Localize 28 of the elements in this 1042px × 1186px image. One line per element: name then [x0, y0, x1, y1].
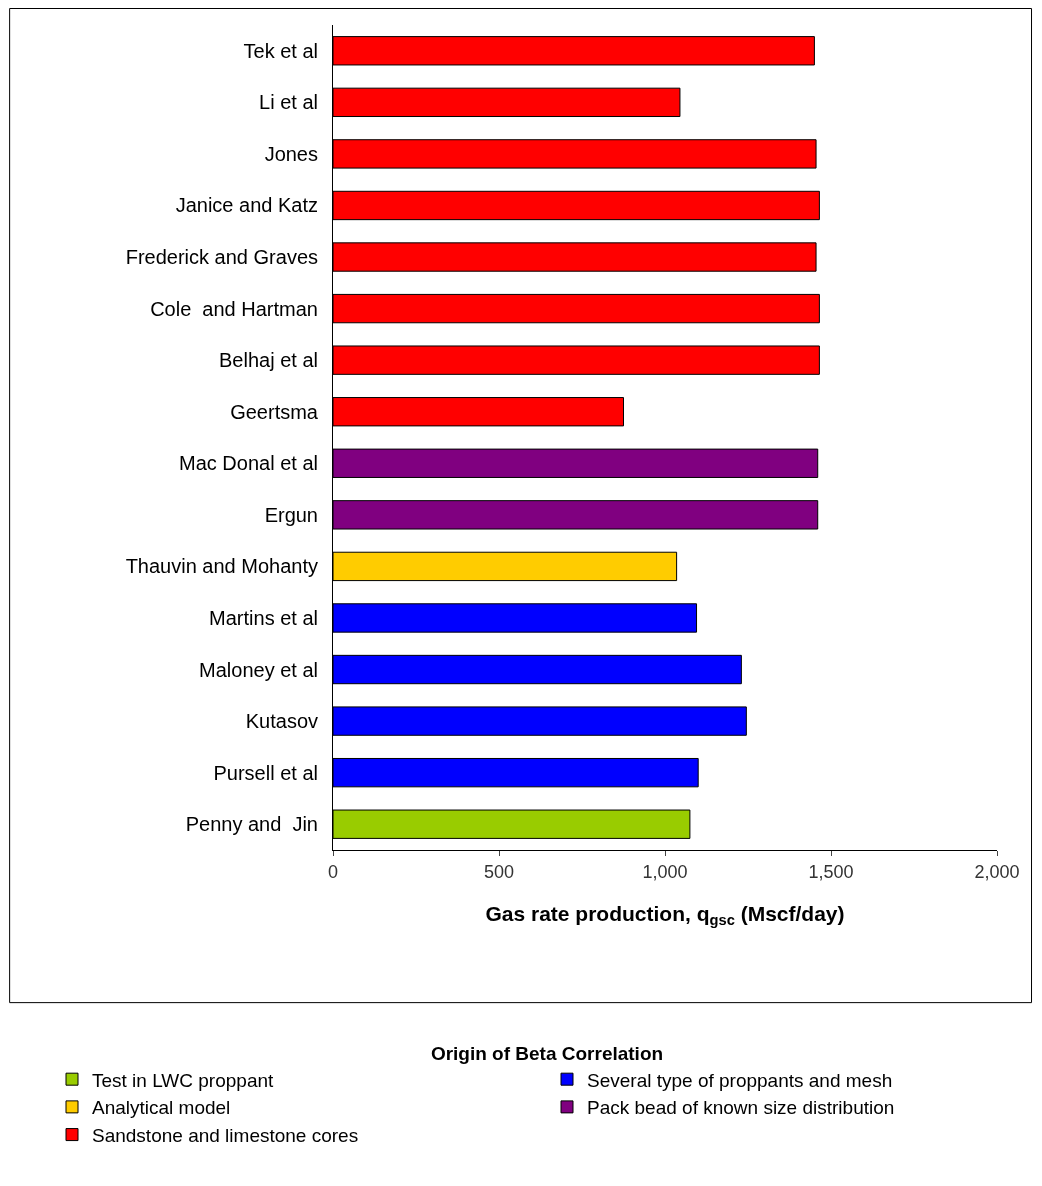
- y-tick-label: Maloney et al: [199, 658, 318, 681]
- legend-label: Pack bead of known size distribution: [587, 1097, 895, 1119]
- y-tick-label: Geertsma: [230, 400, 319, 423]
- y-tick-label: Frederick and Graves: [125, 246, 318, 269]
- legend-title: Origin of Beta Correlation: [430, 1043, 664, 1065]
- y-tick-label: Tek et al: [243, 39, 318, 62]
- y-tick-label: Cole and Hartman: [150, 297, 318, 320]
- legend-label: Test in LWC proppant: [92, 1069, 275, 1091]
- y-tick-label: Martins et al: [209, 606, 318, 629]
- y-tick-label: Thauvin and Mohanty: [125, 555, 318, 578]
- legend-label: Several type of proppants and mesh: [587, 1069, 893, 1091]
- y-tick-label: Penny and Jin: [185, 813, 318, 836]
- y-tick-label: Kutasov: [245, 710, 318, 733]
- legend-label: Sandstone and limestone cores: [92, 1124, 359, 1146]
- x-tick-label: 1,000: [642, 861, 688, 882]
- y-tick-label: Pursell et al: [213, 761, 318, 784]
- x-tick-label: 500: [483, 861, 515, 882]
- legend-label: Analytical model: [92, 1097, 231, 1119]
- y-tick-label: Ergun: [264, 503, 318, 526]
- x-axis-title: Gas rate production, q$_{gsc}$ (Mscf/day): [485, 901, 845, 929]
- y-tick-label: Jones: [264, 142, 318, 165]
- y-tick-label: Li et al: [259, 91, 318, 114]
- x-tick-label: 0: [327, 861, 339, 882]
- y-tick-label: Mac Donal et al: [179, 452, 318, 475]
- x-tick-label: 1,500: [808, 861, 854, 882]
- x-tick-label: 2,000: [974, 861, 1020, 882]
- y-tick-label: Belhaj et al: [219, 349, 318, 372]
- y-tick-label: Janice and Katz: [175, 194, 318, 217]
